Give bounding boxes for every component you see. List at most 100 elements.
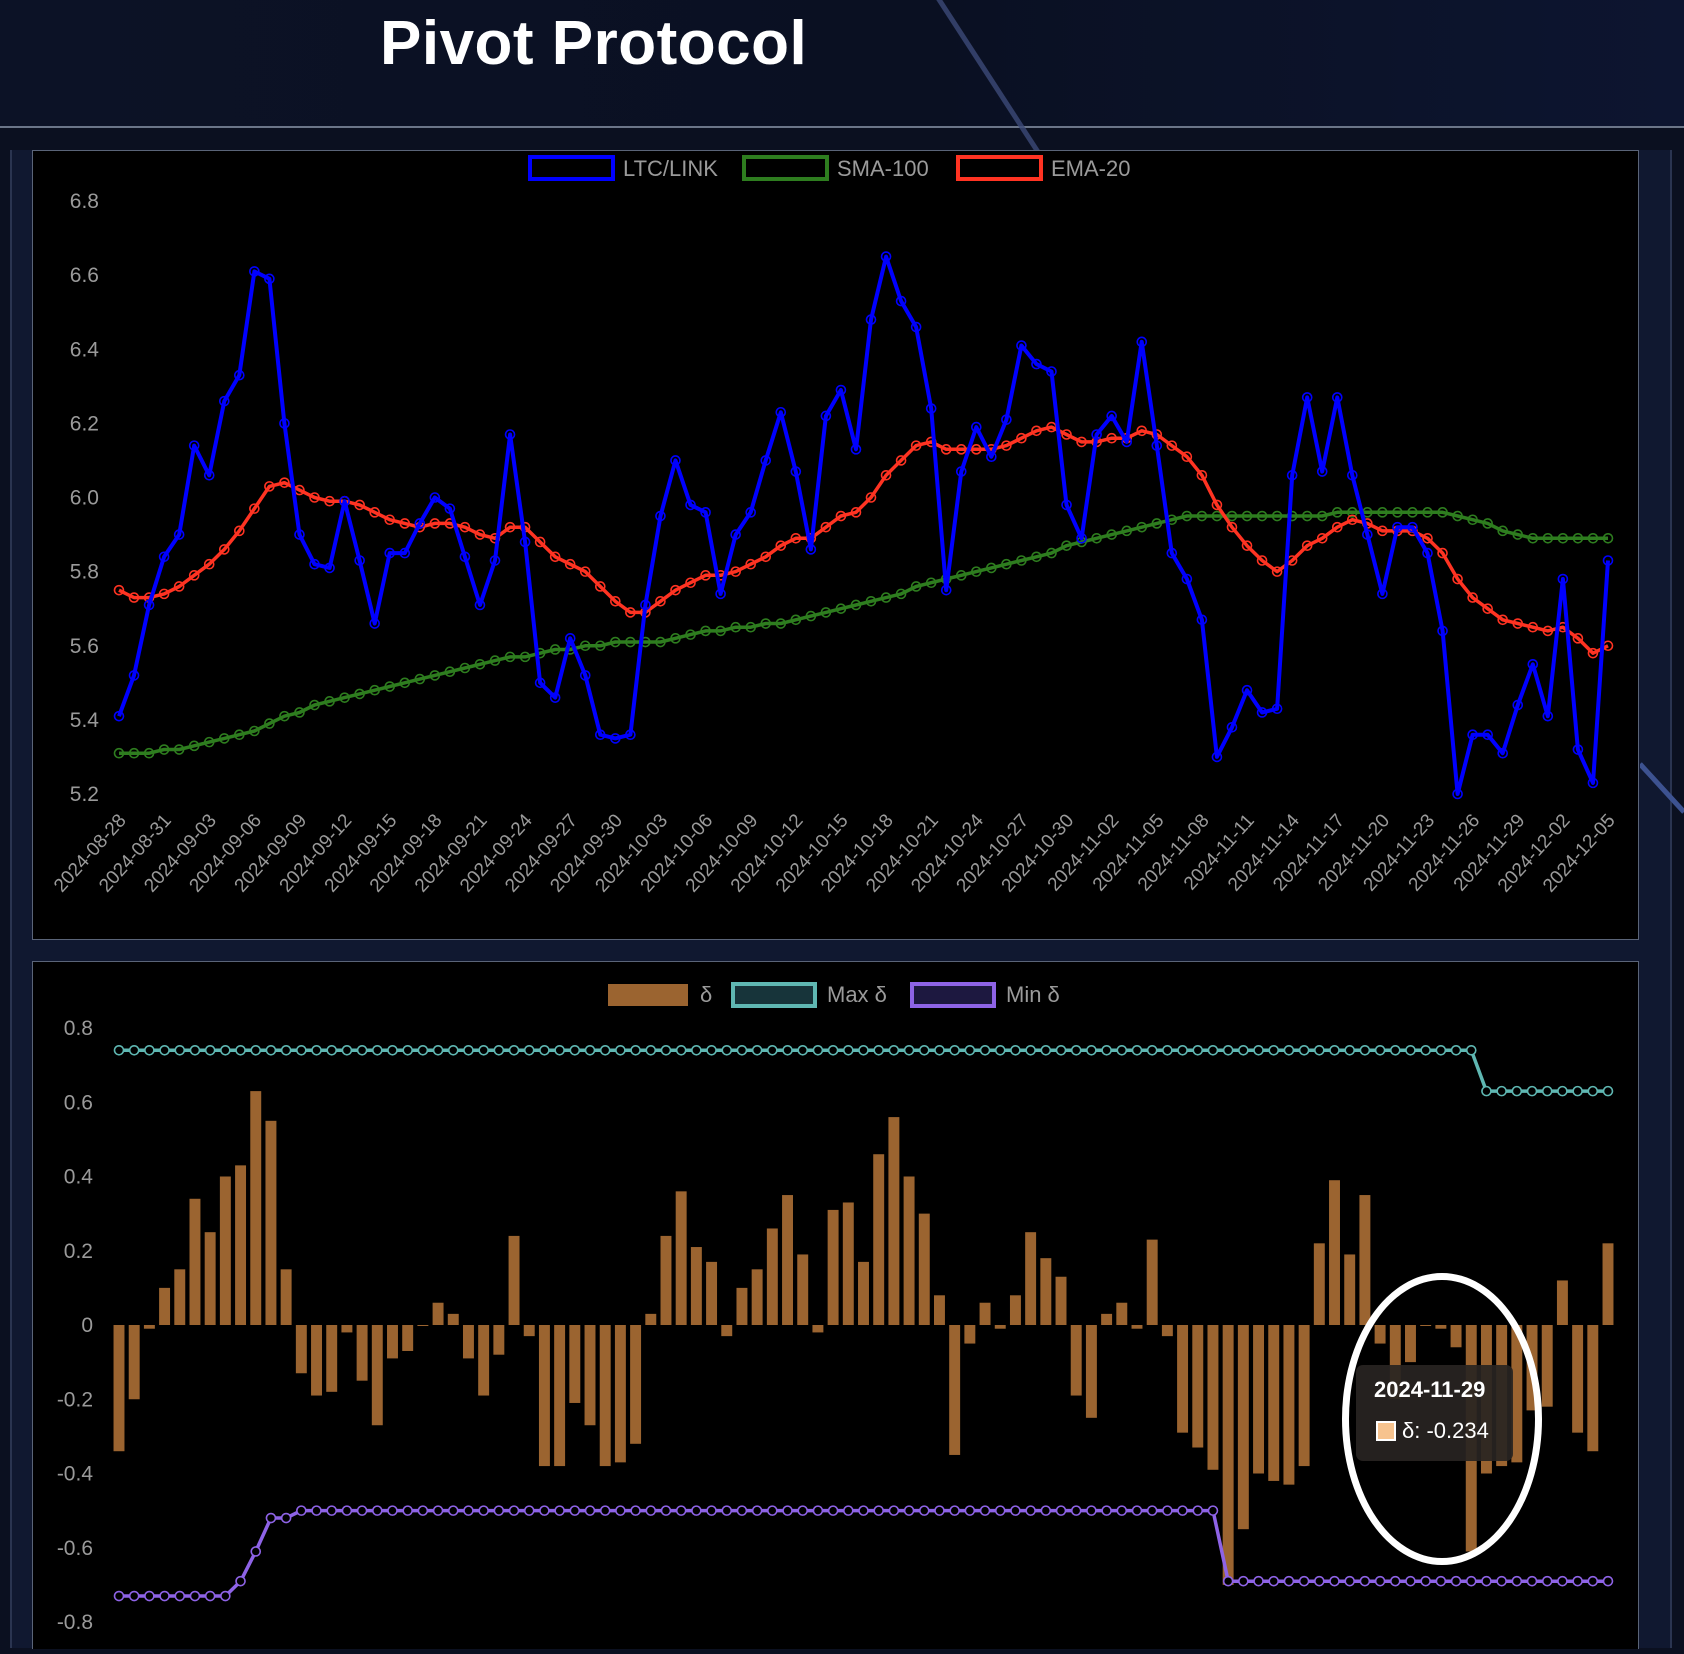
- max-delta-point: [1314, 1044, 1325, 1056]
- legend-label: Max δ: [827, 982, 887, 1007]
- delta-bar: [645, 1313, 657, 1325]
- delta-bar: [721, 1325, 733, 1337]
- max-delta-point: [341, 1044, 353, 1056]
- data-point-ema-20: [113, 584, 125, 596]
- data-point-sma-100: [384, 681, 396, 692]
- delta-bar: [1344, 1254, 1356, 1325]
- min-delta-point: [691, 1505, 702, 1516]
- data-point-sma-100: [1377, 507, 1388, 518]
- legend-swatch: [910, 982, 996, 1008]
- data-point-ltc-link: [444, 503, 456, 514]
- price-chart[interactable]: 6.86.66.46.26.05.85.65.45.22024-08-28202…: [33, 151, 1638, 939]
- min-delta-point: [1177, 1505, 1188, 1516]
- delta-chart-panel[interactable]: 0.8 0.6 0.4 0.2 0 -0.2 -0.4 -0.6 -0.8 δ Max δ Min δ: [32, 961, 1639, 1649]
- data-point-sma-100: [444, 666, 456, 677]
- min-delta-point: [994, 1505, 1006, 1516]
- delta-bar: [706, 1261, 718, 1325]
- data-point-ema-20: [399, 518, 411, 529]
- min-delta-point: [934, 1505, 945, 1516]
- legend-swatch: [742, 155, 829, 181]
- min-delta-point: [918, 1505, 930, 1516]
- max-delta-point: [493, 1044, 505, 1056]
- data-point-ltc-link: [249, 266, 260, 277]
- delta-bar: [964, 1325, 976, 1344]
- min-delta-point: [447, 1505, 459, 1516]
- min-delta-point: [767, 1505, 778, 1516]
- min-delta-point: [1572, 1575, 1583, 1587]
- data-point-ltc-link: [489, 555, 501, 566]
- max-delta-point: [1253, 1044, 1264, 1056]
- delta-bar: [1177, 1325, 1189, 1433]
- min-delta-point: [1557, 1575, 1568, 1587]
- max-delta-point: [1420, 1044, 1431, 1056]
- data-point-ema-20: [173, 581, 185, 592]
- data-point-ema-20: [354, 499, 365, 511]
- data-point-ltc-link: [775, 406, 787, 418]
- max-delta-point: [371, 1044, 383, 1056]
- max-delta-point: [113, 1044, 125, 1056]
- min-delta-point: [736, 1505, 748, 1516]
- delta-bar: [614, 1325, 626, 1463]
- data-point-ema-20: [1316, 532, 1328, 544]
- data-point-ltc-link: [294, 529, 305, 540]
- delta-bar: [1070, 1325, 1082, 1396]
- data-point-sma-100: [429, 670, 441, 681]
- y-tick-label: 5.6: [70, 635, 99, 658]
- max-delta-point: [447, 1044, 459, 1056]
- data-point-ema-20: [504, 521, 516, 533]
- delta-bar: [1161, 1325, 1173, 1337]
- min-delta-point: [630, 1505, 641, 1516]
- max-delta-point: [660, 1044, 672, 1056]
- min-delta-point: [797, 1505, 809, 1516]
- min-delta-point: [812, 1505, 824, 1516]
- min-delta-point: [311, 1505, 322, 1516]
- data-point-sma-100: [655, 636, 666, 648]
- min-delta-point: [493, 1505, 505, 1516]
- max-delta-point: [250, 1044, 262, 1056]
- data-point-sma-100: [158, 744, 170, 755]
- delta-bar: [1283, 1325, 1295, 1485]
- min-delta-point: [979, 1505, 991, 1516]
- data-point-ltc-link: [1271, 703, 1283, 715]
- data-point-sma-100: [910, 581, 922, 592]
- delta-bar: [554, 1325, 566, 1467]
- data-point-ltc-link: [1587, 777, 1599, 789]
- data-point-ema-20: [670, 584, 681, 596]
- data-point-ltc-link: [1422, 547, 1433, 559]
- min-delta-point: [706, 1505, 717, 1516]
- data-point-sma-100: [399, 677, 411, 689]
- legend-label: EMA-20: [1051, 156, 1130, 181]
- delta-bar: [949, 1325, 961, 1455]
- data-point-sma-100: [414, 673, 426, 685]
- data-point-sma-100: [143, 747, 155, 759]
- data-point-ema-20: [1211, 499, 1223, 511]
- data-point-sma-100: [279, 710, 290, 722]
- price-chart-panel[interactable]: 6.8 6.6 6.4 6.2 6.0 5.8 5.6 5.4 5.2 2024-08-28 202…: [32, 150, 1639, 940]
- delta-bar: [994, 1325, 1006, 1329]
- data-point-ema-20: [1106, 432, 1117, 444]
- data-point-sma-100: [1106, 529, 1117, 540]
- max-delta-point: [1344, 1044, 1356, 1056]
- delta-bar: [888, 1117, 900, 1325]
- data-point-ema-20: [1422, 532, 1433, 544]
- min-delta-point: [827, 1505, 839, 1516]
- data-point-sma-100: [309, 699, 320, 711]
- data-point-sma-100: [760, 618, 772, 629]
- data-point-sma-100: [549, 644, 561, 655]
- max-delta-point: [204, 1044, 216, 1056]
- data-point-ltc-link: [625, 729, 636, 741]
- data-point-ltc-link: [1181, 573, 1193, 585]
- data-point-sma-100: [294, 707, 305, 718]
- min-delta-point: [1329, 1575, 1340, 1587]
- data-point-ema-20: [594, 581, 606, 592]
- data-point-sma-100: [670, 633, 681, 644]
- data-point-ltc-link: [1482, 729, 1493, 741]
- delta-bar: [1040, 1258, 1052, 1325]
- delta-bar: [690, 1247, 702, 1325]
- data-point-ema-20: [775, 540, 787, 551]
- data-point-sma-100: [790, 614, 802, 626]
- min-delta-point: [1162, 1505, 1173, 1516]
- max-delta-point: [432, 1044, 444, 1056]
- delta-bar: [250, 1091, 262, 1325]
- delta-bar: [858, 1261, 869, 1325]
